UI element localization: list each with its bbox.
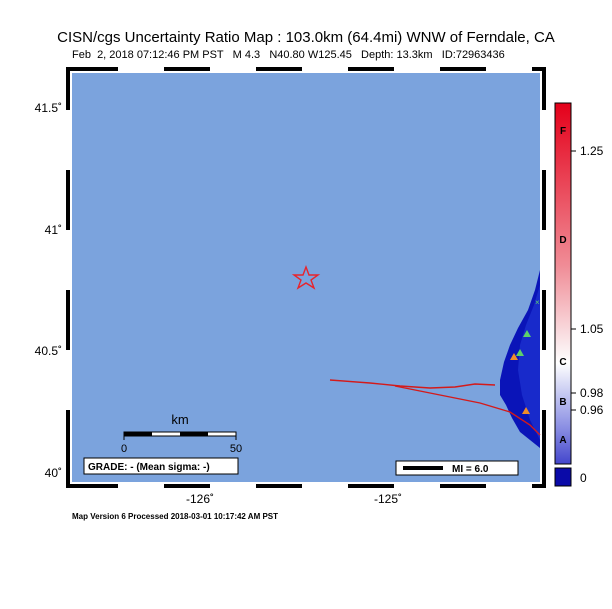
colorbar: F D C B A 1.25 1.05 0.98 0.96 0 xyxy=(554,102,604,487)
grade-label: F xyxy=(560,126,566,137)
colorbar-value: 1.25 xyxy=(580,144,604,158)
epicenter-star[interactable] xyxy=(291,265,321,290)
mi-legend: MI = 6.0 xyxy=(395,460,519,476)
fault-lines xyxy=(329,379,541,436)
scale-bar: km 0 50 xyxy=(121,412,242,455)
grade-label: A xyxy=(559,435,566,446)
event-info: Feb 2, 2018 07:12:46 PM PST M 4.3 N40.80… xyxy=(72,49,505,61)
map-figure: × 41.5˚ 41˚ 40.5˚ 40˚ -126˚ -125˚ km 0 5… xyxy=(35,67,604,506)
fault-line xyxy=(394,385,541,436)
lat-label: 41˚ xyxy=(45,223,62,237)
colorbar-value: 0 xyxy=(580,471,587,485)
ocean-area xyxy=(72,73,540,482)
event-date: Feb 2, 2018 07:12:46 PM PST xyxy=(72,49,224,61)
grade-label: B xyxy=(559,397,566,408)
event-location: N40.80 W125.45 xyxy=(269,49,352,61)
scale-unit: km xyxy=(171,412,188,427)
station-marker[interactable] xyxy=(510,353,518,360)
grade-box: GRADE: - (Mean sigma: -) xyxy=(83,457,239,475)
map-version-footer: Map Version 6 Processed 2018-03-01 10:17… xyxy=(72,512,279,521)
event-depth: Depth: 13.3km xyxy=(361,49,433,61)
grade-label: D xyxy=(559,235,566,246)
colorbar-value: 1.05 xyxy=(580,322,604,336)
lat-label: 41.5˚ xyxy=(35,101,62,115)
grade-text: GRADE: - (Mean sigma: -) xyxy=(88,462,210,473)
lat-label: 40˚ xyxy=(45,466,62,480)
station-marker[interactable]: × xyxy=(535,298,540,307)
grade-label: C xyxy=(559,357,566,368)
station-marker[interactable] xyxy=(523,330,531,337)
colorbar-value: 0.98 xyxy=(580,386,604,400)
mi-legend-text: MI = 6.0 xyxy=(452,464,489,475)
scale-start: 0 xyxy=(121,443,127,455)
fault-line xyxy=(329,379,496,389)
lon-label: -126˚ xyxy=(186,492,214,506)
lon-label: -125˚ xyxy=(374,492,402,506)
colorbar-value: 0.96 xyxy=(580,403,604,417)
station-marker[interactable] xyxy=(516,349,524,356)
event-magnitude: M 4.3 xyxy=(232,49,261,61)
event-id: ID:72963436 xyxy=(441,49,505,61)
scale-end: 50 xyxy=(230,443,242,455)
land-uncertainty-band xyxy=(518,285,540,440)
map-title: CISN/cgs Uncertainty Ratio Map : 103.0km… xyxy=(57,29,555,46)
lat-label: 40.5˚ xyxy=(35,344,62,358)
station-marker[interactable] xyxy=(522,407,530,414)
